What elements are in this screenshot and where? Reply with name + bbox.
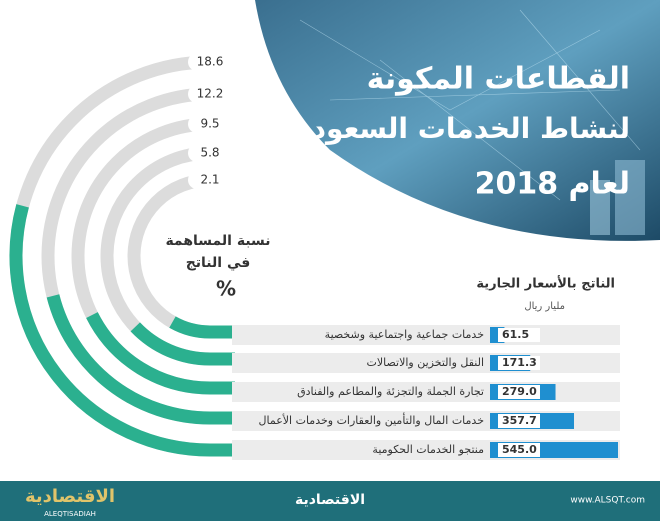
bar-title: الناتج بالأسعار الجارية [476, 275, 615, 292]
bar-subtitle: مليار ريال [524, 301, 565, 312]
title-line: لعام 2018 [475, 167, 630, 202]
radial-bar [130, 322, 235, 366]
building [590, 180, 610, 235]
bar-value: 171.3 [502, 356, 537, 369]
radial-value: 5.8 [200, 146, 219, 160]
value-box [188, 115, 232, 133]
radial-bar [46, 294, 235, 425]
category-label: تجارة الجملة والتجزئة والمطاعم والفنادق [297, 385, 484, 398]
category-label: خدمات المال والتأمين والعقارات وخدمات ال… [259, 412, 485, 427]
building [615, 160, 645, 235]
value-box [188, 85, 232, 103]
radial-label: % [216, 277, 236, 301]
title-line: لنشاط الخدمات السعودي [286, 112, 630, 145]
bar-value: 279.0 [502, 385, 537, 398]
value-box [498, 356, 540, 370]
bar-value: 61.5 [502, 328, 529, 341]
radial-label: نسبة المساهمة [165, 233, 270, 249]
footer-site: www.ALSQT.com [570, 496, 645, 506]
footer-logo-latin: ALEQTISADIAH [44, 510, 96, 518]
footer-logo: الاقتصادية [25, 486, 115, 507]
radial-value: 12.2 [197, 87, 224, 101]
footer [0, 481, 660, 521]
category-label: النقل والتخزين والاتصالات [367, 356, 484, 369]
radial-value: 9.5 [200, 117, 219, 131]
bar-value: 357.7 [502, 414, 537, 427]
bar-value: 545.0 [502, 443, 537, 456]
value-box [498, 385, 540, 399]
radial-bar [169, 316, 235, 339]
radial-label: في الناتج [186, 255, 251, 271]
radial-value: 2.1 [200, 173, 219, 187]
radial-bar [9, 204, 235, 457]
radial-value: 18.6 [197, 55, 224, 69]
footer-logo: الاقتصادية [295, 492, 365, 508]
value-box [498, 328, 540, 342]
title-line: القطاعات المكونة [367, 62, 630, 97]
value-box [188, 53, 232, 71]
category-label: منتجو الخدمات الحكومية [372, 443, 484, 456]
network-lines [299, 9, 641, 201]
value-box [188, 144, 232, 162]
value-box [498, 443, 540, 457]
value-box [188, 171, 232, 189]
category-label: خدمات جماعية واجتماعية وشخصية [325, 328, 484, 341]
value-box [498, 414, 540, 428]
radial-bar [86, 312, 235, 395]
